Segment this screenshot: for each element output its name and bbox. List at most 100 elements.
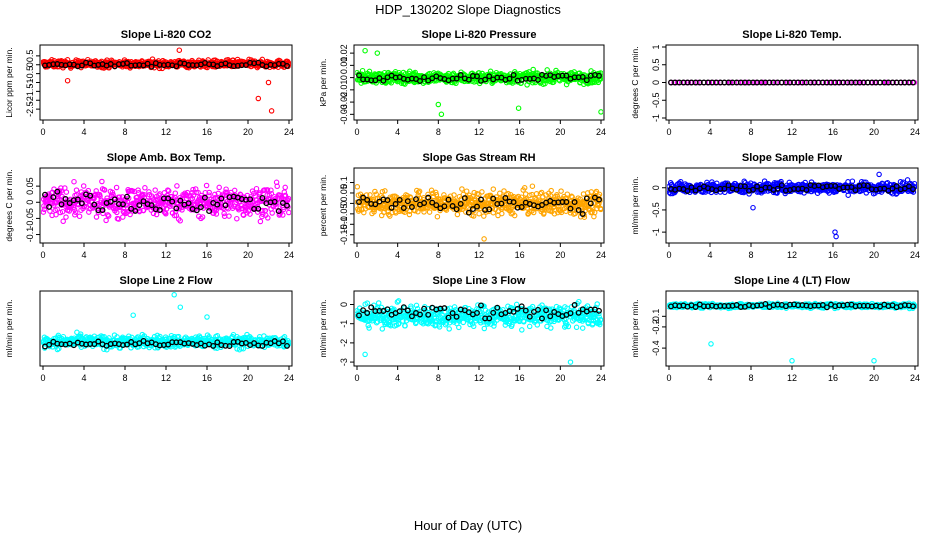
data-point [273, 203, 279, 210]
outlier-point [171, 292, 177, 298]
outlier-point [598, 109, 603, 115]
x-tick-label: 4 [395, 250, 400, 260]
x-tick-label: 24 [284, 250, 294, 260]
mean-point [587, 200, 594, 207]
data-point [593, 188, 600, 195]
mean-point [132, 207, 139, 214]
data-point [100, 210, 106, 217]
mean-point [255, 205, 262, 212]
data-point [463, 209, 469, 215]
x-tick-label: 0 [40, 250, 45, 260]
mean-point [596, 72, 602, 79]
mean-point [136, 202, 143, 209]
data-point [126, 333, 132, 339]
mean-point [206, 208, 213, 215]
mean-point [95, 338, 102, 345]
mean-point [144, 60, 151, 67]
mean-point [741, 183, 748, 190]
data-point [214, 332, 221, 339]
panel-3: Slope Li-820 Temp.0 4 8 12 16 20 24-1-0.500.51… [630, 29, 920, 137]
mean-point [279, 199, 286, 206]
mean-point [107, 198, 114, 205]
data-point [153, 211, 160, 218]
data-point [551, 211, 558, 217]
y-tick-label: -0.1 [25, 227, 35, 243]
y-tick-label: -0.1 [339, 217, 349, 233]
outlier-point [833, 233, 839, 240]
mean-point [148, 202, 155, 209]
data-point [146, 189, 152, 195]
outlier-point [438, 111, 445, 118]
data-point [215, 190, 222, 197]
data-point [463, 188, 470, 194]
mean-point [42, 191, 48, 198]
y-tick-label: -0.15 [339, 224, 349, 245]
data-point [99, 178, 105, 185]
x-tick-label: 16 [202, 373, 212, 383]
mean-point [421, 200, 428, 206]
data-point [584, 190, 591, 196]
y-tick-label: -2 [25, 96, 35, 104]
panel-title: Slope Line 2 Flow [120, 275, 213, 287]
data-point [408, 303, 414, 309]
outlier-point [64, 77, 71, 84]
data-point [511, 212, 518, 219]
data-point [388, 322, 394, 329]
data-point [41, 209, 47, 215]
points [668, 79, 917, 86]
mean-point [165, 341, 172, 348]
data-point [282, 184, 288, 191]
x-tick-label: 0 [354, 373, 359, 383]
mean-point [400, 205, 407, 211]
mean-point [222, 202, 229, 209]
x-tick-label: 24 [910, 250, 920, 260]
data-point [206, 189, 212, 196]
mean-point [58, 201, 65, 208]
mean-point [271, 198, 278, 205]
data-point [400, 318, 406, 324]
x-tick-label: 8 [436, 250, 441, 260]
points [355, 298, 603, 365]
data-point [569, 194, 575, 200]
outlier-point [750, 204, 756, 211]
x-tick-label: 12 [787, 127, 797, 137]
data-point [526, 323, 533, 330]
mean-point [910, 186, 916, 193]
data-point [203, 182, 210, 189]
data-point [428, 310, 434, 317]
data-point [471, 189, 477, 196]
data-point [402, 323, 408, 329]
data-point [135, 187, 141, 193]
x-tick-label: 20 [555, 127, 565, 137]
mean-point [498, 200, 505, 207]
points [667, 171, 917, 240]
mean-point [852, 187, 859, 194]
y-tick-label: 0 [339, 201, 349, 206]
x-tick-label: 8 [436, 127, 441, 137]
y-tick-label: -3 [339, 358, 349, 366]
y-tick-label: -0.01 [339, 80, 349, 101]
data-point [501, 188, 507, 194]
mean-point [140, 337, 147, 344]
mean-point [433, 202, 440, 209]
data-point [56, 345, 62, 352]
mean-point [284, 202, 290, 209]
mean-point [453, 75, 460, 82]
x-tick-label: 16 [202, 127, 212, 137]
data-point [505, 303, 511, 310]
mean-point [754, 183, 761, 190]
mean-point [688, 184, 695, 191]
data-point [355, 184, 361, 190]
mean-point [50, 194, 57, 201]
x-tick-label: 20 [243, 127, 253, 137]
mean-point [120, 201, 126, 208]
data-point [280, 212, 286, 218]
data-point [477, 309, 483, 315]
mean-point [778, 182, 785, 189]
mean-point [124, 341, 130, 348]
data-point [141, 191, 147, 198]
mean-point [441, 203, 448, 210]
x-tick-label: 12 [474, 373, 484, 383]
